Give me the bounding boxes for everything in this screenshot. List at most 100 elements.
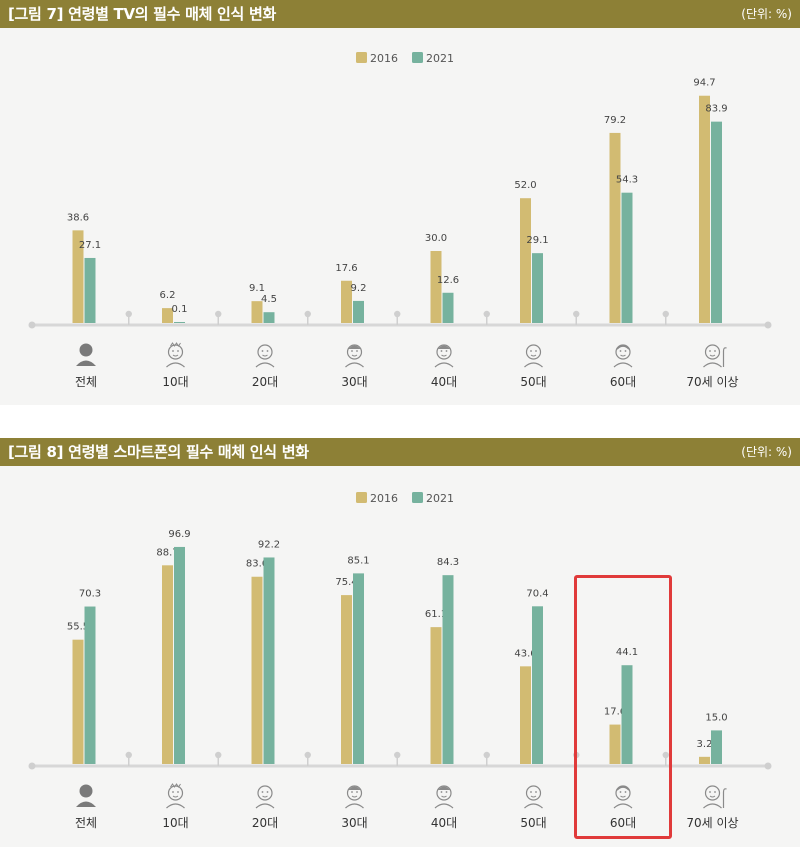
- bar-2016-5: [520, 198, 531, 323]
- bar-2016-0: [72, 639, 84, 764]
- value-label-2021-7: 83.9: [705, 104, 727, 115]
- legend-swatch-2021-icon: [412, 52, 423, 63]
- separator-dot: [215, 310, 222, 318]
- bar-2016-6: [609, 724, 621, 764]
- figure-7-panel: [그림 7] 연령별 TV의 필수 매체 인식 변화 (단위: %) 2016 2…: [0, 0, 800, 405]
- person-silhouette-icon: [76, 343, 96, 366]
- bar-2021-0: [84, 257, 96, 323]
- senior-with-cane-icon: [703, 785, 727, 809]
- category-label-4: 40대: [431, 816, 457, 830]
- bar-2021-4: [442, 575, 454, 764]
- bar-2016-1: [162, 308, 173, 323]
- value-label-2021-1: 0.1: [172, 304, 188, 315]
- bar-2021-7: [711, 730, 722, 764]
- person-silhouette-icon: [76, 784, 96, 807]
- bar-2021-3: [353, 573, 364, 764]
- bar-2016-4: [430, 251, 442, 323]
- legend-swatch-2021-icon: [412, 492, 423, 503]
- axis-end-dot: [764, 321, 772, 329]
- value-label-2021-1: 96.9: [168, 529, 190, 540]
- category-label-2: 20대: [252, 375, 278, 389]
- value-label-2016-6: 17.6: [604, 707, 626, 718]
- figure-7-unit: (단위: %): [741, 7, 792, 21]
- value-label-2016-7: 94.7: [693, 78, 715, 89]
- bar-2016-1: [162, 565, 173, 764]
- figure-7-chart: 2016 2021 38.6 27.1 전체 6.2 0.1 10대 9.14.5 20대 17.6…: [28, 52, 772, 389]
- value-label-2016-0: 55.5: [67, 622, 89, 633]
- bar-2016-6: [609, 132, 621, 323]
- bar-2021-5: [532, 253, 543, 323]
- category-label-2: 20대: [252, 816, 278, 830]
- separator-dot: [483, 751, 490, 759]
- axis-end-dot: [764, 762, 772, 770]
- bar-2021-1: [174, 322, 185, 323]
- teen-face-icon: [166, 342, 185, 368]
- teen-face-icon: [166, 783, 185, 809]
- bar-2021-5: [532, 606, 543, 764]
- category-label-1: 10대: [162, 375, 188, 389]
- category-label-7: 70세 이상: [686, 816, 738, 830]
- separator-dot: [483, 310, 490, 318]
- separator-dot: [304, 310, 311, 318]
- separator-dot: [125, 751, 132, 759]
- legend-swatch-2016-icon: [356, 52, 367, 63]
- bar-2016-4: [430, 627, 442, 764]
- figure-8-title: [그림 8] 연령별 스마트폰의 필수 매체 인식 변화: [8, 443, 309, 461]
- value-label-2016-1: 88.7: [156, 547, 178, 558]
- category-label-0: 전체: [75, 816, 97, 830]
- senior-with-cane-icon: [703, 344, 727, 368]
- value-label-2016-4: 61.1: [425, 609, 447, 620]
- bar-2021-6: [621, 192, 633, 323]
- figure-gap: [0, 405, 800, 438]
- value-label-2016-3: 75.4: [335, 577, 357, 588]
- value-label-2021-3: 9.2: [351, 283, 367, 294]
- value-label-2016-5: 43.6: [514, 648, 536, 659]
- category-label-3: 30대: [341, 816, 367, 830]
- figure-7-header: [그림 7] 연령별 TV의 필수 매체 인식 변화 (단위: %): [0, 0, 800, 28]
- legend-label-2021: 2021: [426, 52, 454, 65]
- figure-8-background: [0, 466, 800, 847]
- twenties-face-icon: [255, 344, 275, 368]
- figure-7-background: [0, 28, 800, 405]
- separator-dot: [394, 310, 401, 318]
- category-label-5: 50대: [520, 816, 546, 830]
- bar-2021-2: [263, 557, 275, 764]
- bar-2021-2: [263, 312, 275, 323]
- thirties-face-icon: [345, 785, 364, 809]
- value-label-2021-6: 54.3: [616, 175, 638, 186]
- axis-end-dot: [28, 762, 36, 770]
- figure-8-unit: (단위: %): [741, 445, 792, 459]
- figure-7-title: [그림 7] 연령별 TV의 필수 매체 인식 변화: [8, 5, 276, 23]
- separator-dot: [394, 751, 401, 759]
- value-label-2016-6: 79.2: [604, 115, 626, 126]
- category-label-5: 50대: [520, 375, 546, 389]
- value-label-2021-7: 15.0: [705, 712, 727, 723]
- bar-2021-4: [442, 292, 454, 323]
- value-label-2021-0: 27.1: [79, 240, 101, 251]
- forties-face-icon: [434, 344, 454, 368]
- bar-2016-7: [699, 756, 710, 764]
- legend-swatch-2016-icon: [356, 492, 367, 503]
- category-label-4: 40대: [431, 375, 457, 389]
- category-label-7: 70세 이상: [686, 375, 738, 389]
- bar-2021-1: [174, 546, 185, 764]
- bar-2016-0: [72, 230, 84, 323]
- figure-8-header: [그림 8] 연령별 스마트폰의 필수 매체 인식 변화 (단위: %): [0, 438, 800, 466]
- separator-dot: [662, 310, 669, 318]
- value-label-2016-2: 9.1: [249, 283, 265, 294]
- separator-dot: [304, 751, 311, 759]
- value-label-2021-4: 12.6: [437, 275, 459, 286]
- bar-2016-3: [341, 595, 352, 764]
- bar-2016-2: [251, 301, 263, 323]
- figure-8-panel: [그림 8] 연령별 스마트폰의 필수 매체 인식 변화 (단위: %) 201…: [0, 438, 800, 847]
- fifties-face-icon: [524, 785, 543, 809]
- separator-dot: [662, 751, 669, 759]
- bar-2016-5: [520, 666, 531, 764]
- bar-2021-7: [711, 121, 722, 323]
- separator-dot: [573, 310, 580, 318]
- value-label-2016-1: 6.2: [160, 290, 176, 301]
- value-label-2016-2: 83.6: [246, 559, 268, 570]
- category-label-6: 60대: [610, 816, 636, 830]
- bar-2016-7: [699, 95, 710, 323]
- category-label-6: 60대: [610, 375, 636, 389]
